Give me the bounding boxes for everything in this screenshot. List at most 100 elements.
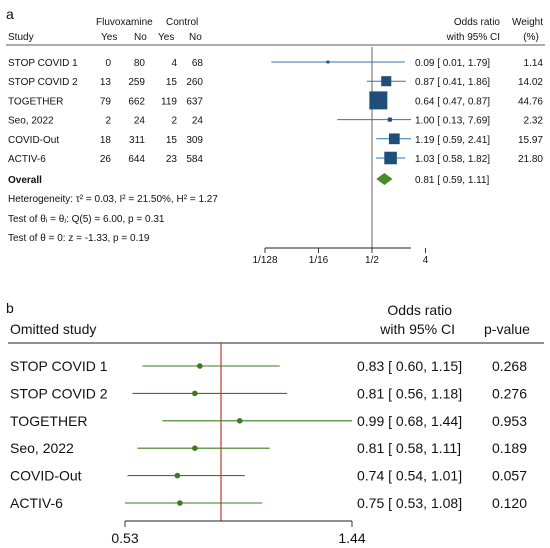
panel-a-flu-no-activ-6: 644 [128, 154, 145, 165]
panel-a-tick-label-1-2: 1/2 [365, 255, 379, 266]
panel-a-flu-yes-seo-2022: 2 [105, 116, 111, 127]
panel-a-flu-no-stop-covid-1: 80 [134, 58, 146, 69]
panel-a-or-text-together: 0.64 [ 0.47, 0.87] [415, 96, 490, 107]
panel-b: b Omitted study Odds ratio with 95% CI p… [6, 300, 544, 546]
panel-b-study-name-stop-covid-2: STOP COVID 2 [10, 385, 108, 401]
panel-a-weight-together: 44.76 [518, 96, 543, 107]
panel-a-ctl-yes-covid-out: 15 [166, 135, 178, 146]
panel-a-ctl-yes-seo-2022: 2 [171, 116, 177, 127]
panel-a-marker-stop-covid-1 [326, 60, 330, 64]
panel-a-test-theta-zero: Test of θ = 0: z = -1.33, p = 0.19 [8, 233, 150, 244]
panel-a-tick-label-1-16: 1/16 [309, 255, 329, 266]
panel-b-point-activ-6 [177, 500, 183, 506]
panel-a-study-name-together: TOGETHER [8, 96, 63, 107]
panel-a-flu-no-stop-covid-2: 259 [128, 77, 145, 88]
panel-a-flu-no-seo-2022: 24 [134, 116, 146, 127]
panel-a-flu-yes-stop-covid-1: 0 [105, 58, 111, 69]
panel-b-pvalue-activ-6: 0.120 [492, 495, 527, 511]
panel-b-pvalue-header: p-value [484, 321, 530, 337]
panel-b-tick-label-0-53: 0.53 [111, 530, 138, 546]
panel-a-or-header-line1: Odds ratio [454, 17, 501, 28]
panel-a-flu-no-together: 662 [128, 96, 145, 107]
panel-a-marker-stop-covid-2 [381, 76, 392, 87]
panel-b-study-name-covid-out: COVID-Out [10, 468, 82, 484]
panel-a-weight-header-line2: (%) [523, 32, 539, 43]
panel-a-marker-together [369, 91, 388, 110]
panel-a-flu-yes-stop-covid-2: 13 [100, 77, 112, 88]
panel-b-study-name-together: TOGETHER [10, 413, 88, 429]
panel-a-flu-no-covid-out: 311 [129, 135, 145, 146]
panel-a-group2-header: Control [166, 17, 198, 28]
panel-b-or-text-stop-covid-1: 0.83 [ 0.60, 1.15] [357, 358, 462, 374]
panel-a-or-text-covid-out: 1.19 [ 0.59, 2.41] [415, 135, 490, 146]
panel-a-flu-yes-activ-6: 26 [100, 154, 112, 165]
panel-a-group2-yes-header: Yes [158, 32, 174, 43]
panel-b-pvalue-stop-covid-1: 0.268 [492, 358, 527, 374]
panel-a-or-text-stop-covid-1: 0.09 [ 0.01, 1.79] [415, 58, 490, 69]
panel-a-overall-label: Overall [8, 175, 42, 186]
panel-a-group1-header: Fluvoxamine [96, 17, 153, 28]
panel-a-ctl-no-covid-out: 309 [186, 135, 203, 146]
panel-a-tick-label-1-128: 1/128 [252, 255, 277, 266]
panel-b-plot-marks [125, 363, 352, 506]
panel-a-overall-or-text: 0.81 [ 0.59, 1.11] [415, 175, 490, 186]
panel-b-or-text-together: 0.99 [ 0.68, 1.44] [357, 413, 462, 429]
panel-b-study-name-seo-2022: Seo, 2022 [10, 440, 74, 456]
panel-a-study-name-stop-covid-2: STOP COVID 2 [8, 77, 78, 88]
panel-a-study-name-activ-6: ACTIV-6 [8, 154, 46, 165]
panel-b-label: b [6, 300, 14, 316]
panel-a-plot-marks [271, 60, 411, 185]
panel-b-or-text-stop-covid-2: 0.81 [ 0.56, 1.18] [357, 385, 462, 401]
panel-a-or-text-activ-6: 1.03 [ 0.58, 1.82] [415, 154, 490, 165]
panel-b-study-rows: STOP COVID 1 0.83 [ 0.60, 1.15] 0.268 STOP … [10, 358, 527, 511]
panel-a-ctl-yes-together: 119 [161, 96, 177, 107]
panel-b-or-text-seo-2022: 0.81 [ 0.58, 1.11] [357, 440, 461, 456]
panel-a-flu-yes-together: 79 [100, 96, 112, 107]
panel-b-or-text-activ-6: 0.75 [ 0.53, 1.08] [357, 495, 462, 511]
panel-b-point-stop-covid-2 [192, 390, 198, 397]
panel-b-or-header-line1: Odds ratio [387, 302, 452, 318]
panel-a-label: a [6, 6, 14, 22]
panel-a-or-text-stop-covid-2: 0.87 [ 0.41, 1.86] [415, 77, 490, 88]
panel-a-ctl-no-stop-covid-2: 260 [186, 77, 203, 88]
panel-b-pvalue-seo-2022: 0.189 [492, 440, 527, 456]
panel-a-study-name-covid-out: COVID-Out [8, 135, 59, 146]
panel-b-or-text-covid-out: 0.74 [ 0.54, 1.01] [357, 468, 462, 484]
panel-a-x-ticks: 1/128 1/16 1/2 4 [252, 248, 429, 266]
panel-a-ctl-no-activ-6: 584 [186, 154, 203, 165]
panel-a-weight-activ-6: 21.80 [518, 154, 543, 165]
panel-a-ctl-no-together: 637 [186, 96, 203, 107]
panel-a-ctl-yes-stop-covid-2: 15 [166, 77, 178, 88]
panel-a-marker-activ-6 [384, 151, 397, 165]
panel-a-ctl-yes-stop-covid-1: 4 [171, 58, 177, 69]
panel-a-weight-covid-out: 15.97 [518, 135, 543, 146]
panel-a-study-rows: STOP COVID 1 0 80 4 68 0.09 [ 0.01, 1.79] 1.14… [8, 58, 543, 165]
panel-b-study-name-activ-6: ACTIV-6 [10, 495, 63, 511]
panel-b-tick-label-1-44: 1.44 [338, 530, 365, 546]
panel-a: a Study Fluvoxamine Control Yes No Yes N… [6, 6, 545, 266]
panel-a-group1-yes-header: Yes [101, 32, 117, 43]
panel-a-tick-label-4: 4 [423, 255, 429, 266]
panel-a-weight-seo-2022: 2.32 [524, 116, 544, 127]
panel-a-ctl-yes-activ-6: 23 [166, 154, 178, 165]
panel-a-heterogeneity: Heterogeneity: τ² = 0.03, I² = 21.50%, H… [8, 194, 218, 205]
panel-a-weight-header-line1: Weight [512, 17, 543, 28]
panel-a-study-name-seo-2022: Seo, 2022 [8, 116, 54, 127]
panel-a-overall-diamond [376, 173, 393, 185]
panel-a-study-name-stop-covid-1: STOP COVID 1 [8, 58, 78, 69]
panel-a-marker-covid-out [388, 133, 400, 145]
panel-b-col-study-header: Omitted study [10, 321, 96, 337]
panel-a-ctl-no-seo-2022: 24 [192, 116, 204, 127]
panel-b-point-covid-out [174, 472, 181, 479]
panel-a-group2-no-header: No [189, 32, 202, 43]
panel-a-ctl-no-stop-covid-1: 68 [192, 58, 204, 69]
panel-b-point-together [236, 418, 243, 424]
panel-b-study-name-stop-covid-1: STOP COVID 1 [10, 358, 108, 374]
panel-b-point-stop-covid-1 [197, 363, 203, 369]
panel-a-col-study-header: Study [8, 32, 34, 43]
panel-b-or-header-line2: with 95% CI [379, 321, 455, 337]
panel-b-pvalue-together: 0.953 [492, 413, 527, 429]
panel-b-pvalue-stop-covid-2: 0.276 [492, 385, 527, 401]
panel-a-or-header-line2: with 95% CI [446, 32, 500, 43]
